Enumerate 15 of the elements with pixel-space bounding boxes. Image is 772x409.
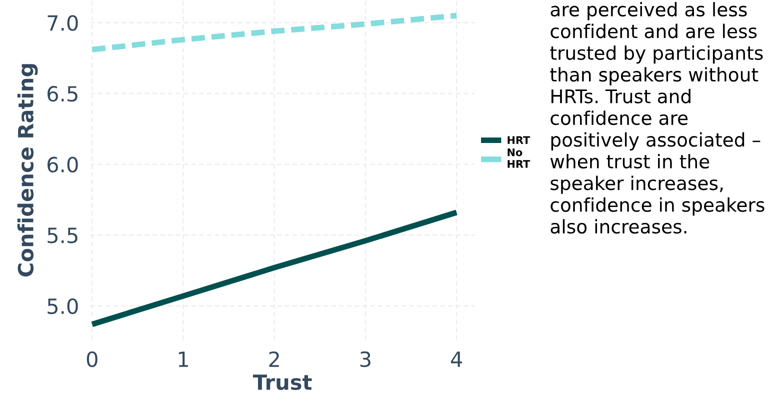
x-tick-label: 0: [86, 351, 98, 368]
y-tick-label: 7.0: [48, 15, 78, 31]
y-tick-label: 5.5: [48, 228, 78, 244]
text: are perceived as less confident and are less trusted by participants than speakers without HRTs. Trust and confidence are positively associated – when trust in the speaker increases, confidence in speakers also increases.: [550, 2, 764, 234]
legend-label: No HRT: [508, 148, 530, 168]
y-tick-label: 6.5: [48, 86, 78, 102]
x-tick-label: 4: [450, 352, 462, 367]
y-tick-label: 6.0: [48, 156, 78, 172]
x-tick-label: 3: [360, 351, 370, 368]
x-tick-label: 2: [269, 351, 279, 367]
x-tick-label: 1: [178, 352, 188, 367]
y-tick-label: 5.0: [48, 298, 78, 314]
y-axis-title: Confidence Rating: [17, 64, 38, 276]
legend-label: HRT: [508, 136, 530, 144]
x-axis-title: Trust: [252, 374, 312, 390]
